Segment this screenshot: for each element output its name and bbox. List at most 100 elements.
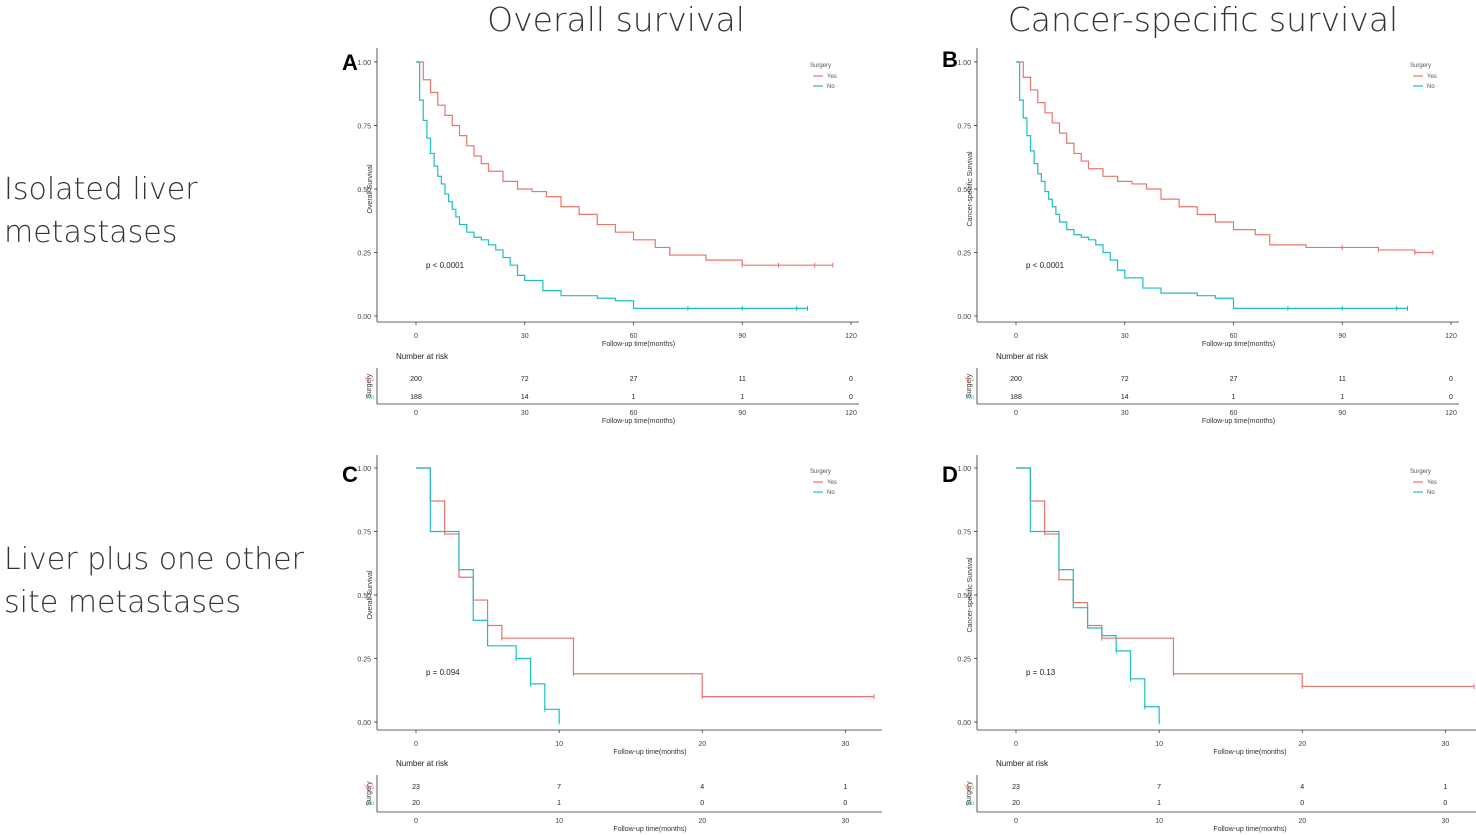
risk-x-tick-label: 0 (414, 818, 418, 825)
legend-title: Surgery (1410, 469, 1431, 475)
risk-count: 11 (1339, 376, 1346, 383)
row-label-isolated: Isolated liver metastases (4, 168, 198, 254)
risk-x-tick-label: 30 (841, 818, 849, 825)
y-tick-label: 1.00 (357, 466, 371, 473)
y-axis-title: Cancer-specific Survival (967, 557, 974, 633)
risk-x-axis-title: Follow-up time(months) (602, 418, 675, 425)
risk-count: 0 (1449, 376, 1453, 383)
risk-table-title: Number at risk (996, 352, 1049, 361)
risk-row-label: Yes (364, 377, 374, 383)
risk-count: 1 (740, 394, 744, 401)
km-curve-yes (416, 467, 874, 698)
x-tick-label: 30 (1441, 741, 1449, 748)
p-value: p < 0.0001 (1026, 261, 1065, 270)
risk-table-title: Number at risk (396, 352, 449, 361)
p-value: p < 0.0001 (426, 261, 465, 270)
risk-count: 27 (1230, 376, 1238, 383)
risk-count: 72 (521, 376, 529, 383)
x-tick-label: 90 (1338, 333, 1346, 340)
y-tick-label: 0.75 (357, 530, 371, 537)
risk-x-tick-label: 30 (1121, 410, 1129, 417)
y-tick-label: 0.50 (357, 187, 371, 194)
legend-title: Surgery (810, 63, 831, 69)
risk-x-tick-label: 90 (738, 410, 746, 417)
y-axis-title: Overall Survival (367, 570, 374, 619)
risk-count: 188 (410, 394, 422, 401)
x-axis-title: Follow-up time(months) (602, 341, 675, 348)
y-tick-label: 0.00 (957, 720, 971, 727)
risk-count: 1 (632, 394, 636, 401)
x-tick-label: 120 (845, 333, 857, 340)
km-curve-yes (1016, 61, 1433, 254)
risk-strata-label: Surgery (966, 373, 973, 398)
km-curve-no (1016, 467, 1160, 722)
row-label-liver-plus: Liver plus one other site metastases (4, 538, 304, 624)
risk-row-label: Yes (964, 785, 974, 791)
risk-count: 7 (1157, 784, 1161, 791)
risk-row-label: No (366, 395, 374, 401)
risk-x-tick-label: 30 (1441, 818, 1449, 825)
panel-letter-c: C (342, 462, 358, 487)
y-tick-label: 1.00 (357, 60, 371, 67)
risk-strata-label: Surgery (366, 781, 373, 806)
row-label-line: metastases (4, 215, 178, 250)
x-tick-label: 20 (698, 741, 706, 748)
risk-count: 4 (700, 784, 704, 791)
risk-x-tick-label: 120 (845, 410, 857, 417)
x-tick-label: 0 (414, 333, 418, 340)
y-tick-label: 0.75 (957, 530, 971, 537)
risk-count: 14 (521, 394, 529, 401)
x-tick-label: 30 (1121, 333, 1129, 340)
x-tick-label: 60 (630, 333, 638, 340)
risk-count: 11 (739, 376, 746, 383)
x-axis-title: Follow-up time(months) (613, 749, 686, 756)
y-tick-label: 0.00 (957, 314, 971, 321)
risk-count: 200 (1010, 376, 1022, 383)
y-tick-label: 0.25 (357, 657, 371, 664)
risk-count: 27 (630, 376, 638, 383)
panel-letter-d: D (942, 462, 958, 487)
row-label-line: Liver plus one other (4, 542, 304, 577)
risk-count: 1 (843, 784, 847, 791)
risk-count: 4 (1300, 784, 1304, 791)
x-tick-label: 20 (1298, 741, 1306, 748)
y-tick-label: 0.75 (357, 124, 371, 131)
risk-table-title: Number at risk (996, 759, 1049, 768)
risk-count: 200 (410, 376, 422, 383)
risk-x-tick-label: 60 (630, 410, 638, 417)
risk-x-tick-label: 20 (698, 818, 706, 825)
risk-count: 7 (557, 784, 561, 791)
p-value: p = 0.13 (1026, 668, 1056, 677)
legend-title: Surgery (810, 469, 831, 475)
risk-x-axis-title: Follow-up time(months) (1213, 826, 1286, 833)
y-axis-title: Overall Survival (367, 164, 374, 213)
km-curve-no (416, 467, 560, 722)
panel-letter-a: A (342, 50, 358, 75)
y-tick-label: 0.50 (357, 593, 371, 600)
risk-count: 1 (1157, 800, 1161, 807)
risk-row-label: No (966, 801, 974, 807)
legend-label: Yes (1427, 480, 1437, 486)
risk-count: 20 (1012, 800, 1020, 807)
y-tick-label: 0.00 (357, 314, 371, 321)
legend-label: No (827, 490, 835, 496)
km-curve-no (1016, 61, 1408, 309)
risk-count: 0 (849, 376, 853, 383)
risk-count: 23 (1012, 784, 1020, 791)
x-tick-label: 0 (1014, 333, 1018, 340)
y-tick-label: 0.50 (957, 593, 971, 600)
legend-label: No (1427, 490, 1435, 496)
panel-letter-b: B (942, 47, 958, 72)
risk-count: 0 (1449, 394, 1453, 401)
risk-count: 1 (1232, 394, 1236, 401)
risk-x-axis-title: Follow-up time(months) (613, 826, 686, 833)
risk-x-tick-label: 0 (414, 410, 418, 417)
legend-label: No (1427, 84, 1435, 90)
risk-count: 0 (843, 800, 847, 807)
y-tick-label: 0.00 (357, 720, 371, 727)
x-axis-title: Follow-up time(months) (1213, 749, 1286, 756)
y-axis-title: Cancer-specific Survival (967, 151, 974, 227)
x-tick-label: 30 (841, 741, 849, 748)
x-tick-label: 90 (738, 333, 746, 340)
